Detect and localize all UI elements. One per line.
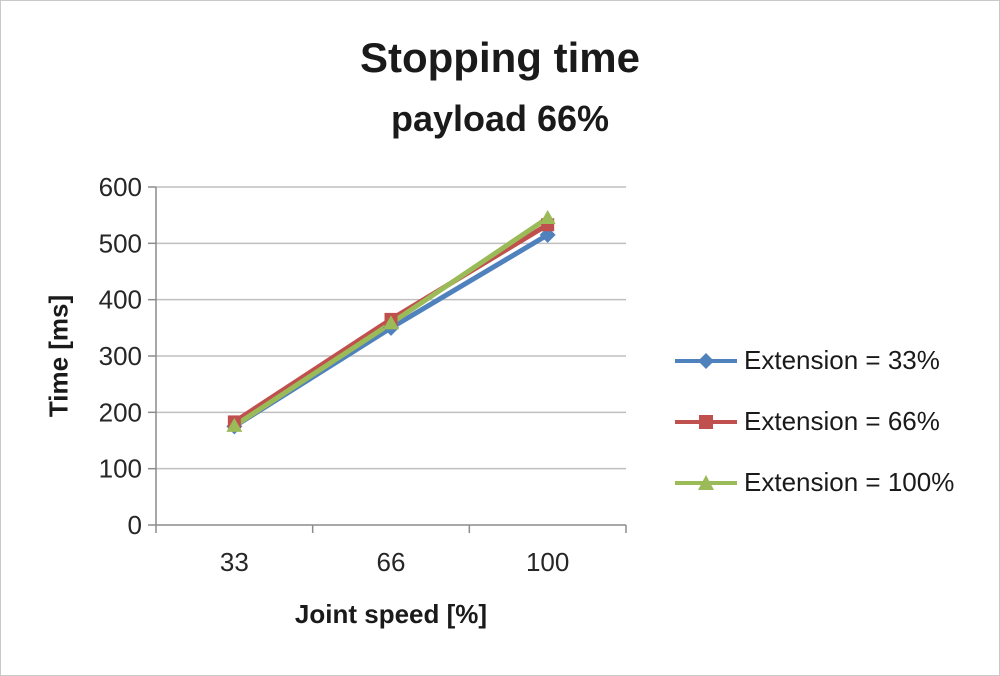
- chart-subtitle: payload 66%: [390, 98, 610, 139]
- series-marker-triangle: [539, 209, 556, 224]
- x-axis-title: Joint speed [%]: [294, 599, 488, 629]
- legend-marker-triangle: [675, 474, 737, 490]
- x-tick-label: 66: [377, 547, 406, 577]
- x-tick-label: 100: [526, 547, 569, 577]
- y-axis-title: Time [ms]: [43, 294, 74, 418]
- chart-title: Stopping time: [360, 34, 640, 81]
- legend-label: Extension = 100%: [744, 467, 955, 497]
- y-tick-label: 100: [99, 454, 142, 484]
- y-tick-label: 500: [99, 228, 142, 258]
- legend: Extension = 33% Extension = 66% Extensio…: [675, 345, 954, 498]
- legend-label: Extension = 66%: [744, 406, 940, 436]
- legend-item: Extension = 33%: [675, 345, 954, 376]
- y-tick-label: 200: [99, 397, 142, 427]
- x-tick-label: 33: [220, 547, 249, 577]
- legend-marker-diamond: [675, 352, 737, 369]
- y-tick-label: 600: [99, 172, 142, 202]
- y-tick-label: 400: [99, 285, 142, 315]
- legend-item: Extension = 66%: [675, 406, 954, 437]
- series-marker-triangle: [383, 315, 399, 330]
- legend-label: Extension = 33%: [744, 345, 940, 375]
- series-marker-triangle: [226, 417, 243, 432]
- legend-item: Extension = 100%: [675, 467, 954, 498]
- y-tick-label: 0: [128, 510, 142, 540]
- y-tick-label: 300: [99, 341, 142, 371]
- legend-marker-square: [675, 414, 737, 429]
